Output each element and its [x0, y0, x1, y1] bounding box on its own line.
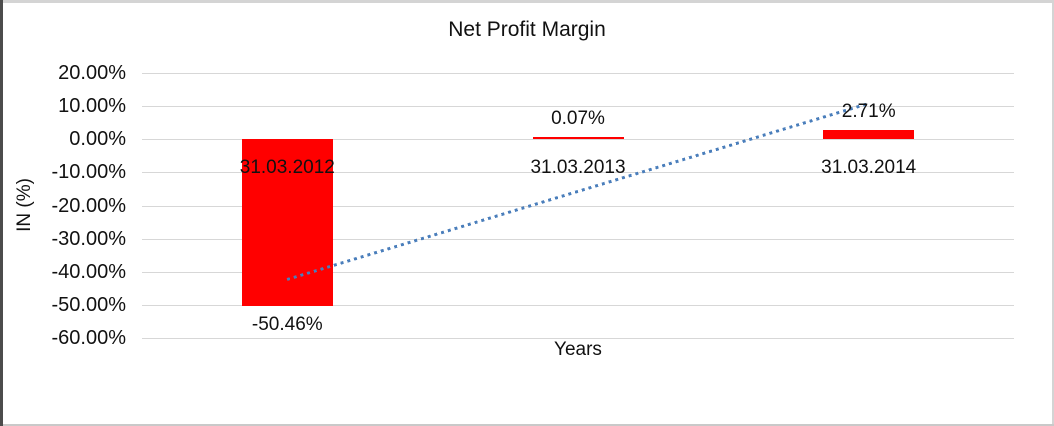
y-tick-label: -50.00% — [51, 293, 127, 316]
gridline — [142, 338, 1014, 339]
y-axis-title: IN (%) — [14, 178, 35, 232]
y-tick-label: 20.00% — [58, 62, 126, 84]
chart-title: Net Profit Margin — [448, 18, 606, 41]
trendline[interactable] — [286, 102, 870, 282]
y-tick-label: -20.00% — [51, 194, 127, 217]
gridline — [142, 139, 1014, 141]
gridline — [142, 73, 1014, 74]
data-label: -50.46% — [251, 314, 323, 336]
window-edge-right — [1052, 0, 1054, 426]
data-label: 2.71% — [841, 101, 896, 123]
category-label: 31.03.2012 — [239, 157, 335, 178]
data-label: 0.07% — [551, 108, 605, 130]
bar-31.03.2013[interactable] — [532, 137, 624, 140]
y-tick-label: 0.00% — [69, 128, 126, 151]
gridline — [142, 304, 1014, 306]
y-tick-label: -40.00% — [51, 260, 127, 283]
window-edge-bottom — [0, 424, 1054, 426]
y-tick-label: 10.00% — [58, 95, 126, 118]
window-edge-top — [0, 0, 1054, 3]
gridline — [142, 172, 1014, 174]
y-tick-label: -30.00% — [51, 227, 127, 250]
category-label: 31.03.2014 — [821, 157, 917, 178]
x-axis-title: Years — [554, 339, 602, 360]
gridline — [142, 271, 1014, 273]
y-tick-label: -10.00% — [51, 161, 127, 184]
gridline — [142, 205, 1014, 207]
gridline — [142, 238, 1014, 240]
gridline — [142, 106, 1014, 108]
y-tick-label: -60.00% — [51, 327, 127, 349]
bar-31.03.2014[interactable] — [823, 130, 915, 140]
category-label: 31.03.2013 — [530, 157, 626, 178]
window-edge-left — [0, 0, 3, 426]
